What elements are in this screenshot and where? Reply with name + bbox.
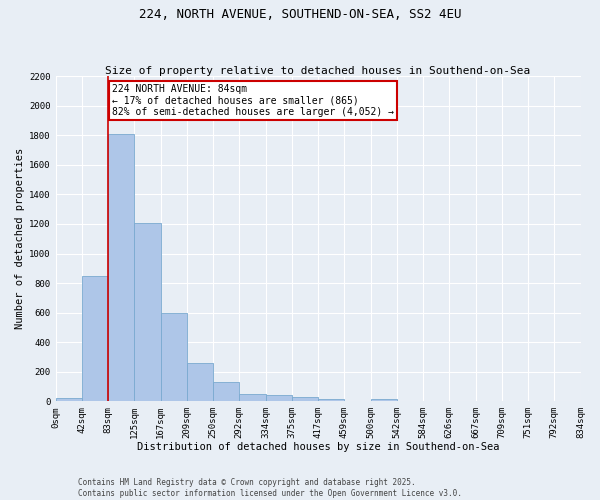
X-axis label: Distribution of detached houses by size in Southend-on-Sea: Distribution of detached houses by size … <box>137 442 499 452</box>
Title: Size of property relative to detached houses in Southend-on-Sea: Size of property relative to detached ho… <box>106 66 530 76</box>
Bar <box>108 134 134 401</box>
Bar <box>371 400 397 401</box>
Bar <box>187 363 213 401</box>
Y-axis label: Number of detached properties: Number of detached properties <box>15 148 25 330</box>
Bar <box>134 223 161 401</box>
Text: 224, NORTH AVENUE, SOUTHEND-ON-SEA, SS2 4EU: 224, NORTH AVENUE, SOUTHEND-ON-SEA, SS2 … <box>139 8 461 20</box>
Bar <box>161 313 187 401</box>
Text: 224 NORTH AVENUE: 84sqm
← 17% of detached houses are smaller (865)
82% of semi-d: 224 NORTH AVENUE: 84sqm ← 17% of detache… <box>112 84 394 117</box>
Bar <box>292 397 318 401</box>
Bar <box>239 394 266 401</box>
Bar <box>213 382 239 401</box>
Bar <box>318 398 344 401</box>
Text: Contains HM Land Registry data © Crown copyright and database right 2025.
Contai: Contains HM Land Registry data © Crown c… <box>78 478 462 498</box>
Bar <box>266 395 292 401</box>
Bar <box>82 276 108 401</box>
Bar <box>56 398 82 401</box>
